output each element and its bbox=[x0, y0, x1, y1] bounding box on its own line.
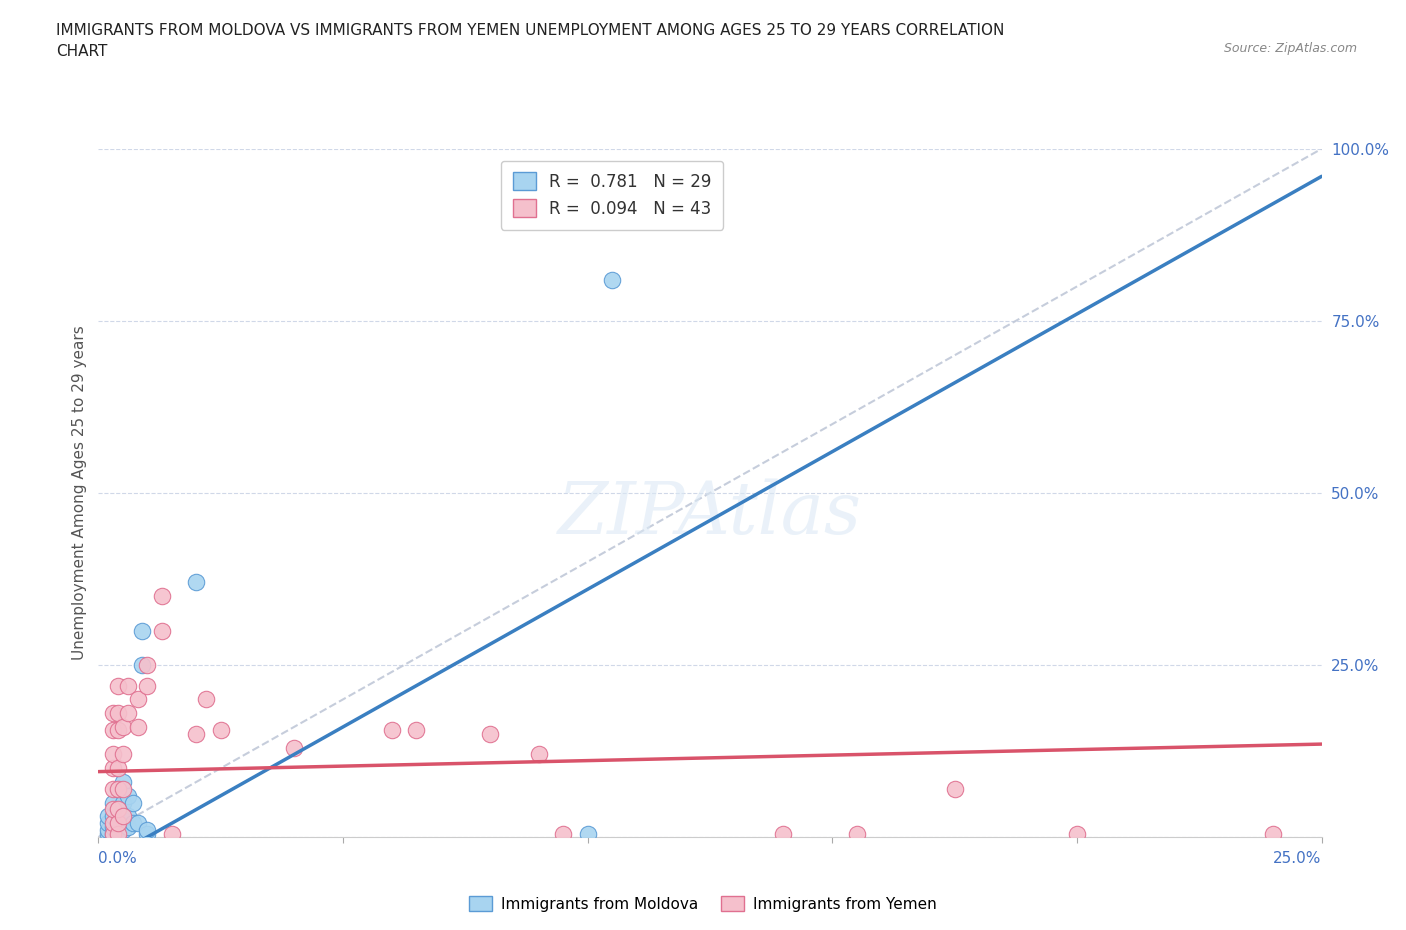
Point bbox=[107, 826, 129, 841]
Point bbox=[107, 678, 129, 693]
Point bbox=[283, 740, 305, 755]
Point bbox=[195, 692, 218, 707]
Point bbox=[131, 623, 153, 638]
Point bbox=[381, 723, 404, 737]
Point bbox=[101, 816, 124, 830]
Point bbox=[107, 823, 129, 838]
Point bbox=[127, 720, 149, 735]
Legend: R =  0.781   N = 29, R =  0.094   N = 43: R = 0.781 N = 29, R = 0.094 N = 43 bbox=[501, 161, 723, 230]
Point bbox=[209, 723, 232, 737]
Point bbox=[111, 720, 134, 735]
Point bbox=[845, 826, 868, 841]
Legend: Immigrants from Moldova, Immigrants from Yemen: Immigrants from Moldova, Immigrants from… bbox=[463, 889, 943, 918]
Point bbox=[553, 826, 575, 841]
Point bbox=[107, 781, 129, 796]
Point bbox=[478, 726, 501, 741]
Point bbox=[576, 826, 599, 841]
Point bbox=[136, 658, 159, 672]
Point bbox=[600, 272, 623, 287]
Point bbox=[107, 723, 129, 737]
Point bbox=[117, 809, 139, 824]
Point bbox=[186, 726, 208, 741]
Point bbox=[136, 678, 159, 693]
Y-axis label: Unemployment Among Ages 25 to 29 years: Unemployment Among Ages 25 to 29 years bbox=[72, 326, 87, 660]
Point bbox=[1261, 826, 1284, 841]
Point bbox=[101, 826, 124, 841]
Point bbox=[111, 795, 134, 810]
Point bbox=[405, 723, 427, 737]
Point bbox=[101, 747, 124, 762]
Point bbox=[97, 816, 120, 830]
Point bbox=[527, 747, 550, 762]
Point bbox=[150, 589, 173, 604]
Point bbox=[111, 781, 134, 796]
Point bbox=[127, 816, 149, 830]
Point bbox=[107, 802, 129, 817]
Point bbox=[97, 826, 120, 841]
Point bbox=[121, 795, 143, 810]
Point bbox=[101, 809, 124, 824]
Point bbox=[121, 816, 143, 830]
Point bbox=[101, 723, 124, 737]
Point bbox=[101, 802, 124, 817]
Point bbox=[131, 658, 153, 672]
Point bbox=[117, 789, 139, 804]
Point bbox=[101, 819, 124, 834]
Point bbox=[111, 823, 134, 838]
Point bbox=[107, 781, 129, 796]
Point bbox=[101, 706, 124, 721]
Point bbox=[107, 761, 129, 776]
Point bbox=[107, 816, 129, 830]
Point bbox=[1066, 826, 1088, 841]
Text: IMMIGRANTS FROM MOLDOVA VS IMMIGRANTS FROM YEMEN UNEMPLOYMENT AMONG AGES 25 TO 2: IMMIGRANTS FROM MOLDOVA VS IMMIGRANTS FR… bbox=[56, 23, 1005, 60]
Point bbox=[111, 775, 134, 790]
Point bbox=[107, 816, 129, 830]
Point bbox=[136, 826, 159, 841]
Point bbox=[111, 813, 134, 828]
Text: Source: ZipAtlas.com: Source: ZipAtlas.com bbox=[1223, 42, 1357, 55]
Point bbox=[101, 781, 124, 796]
Point bbox=[107, 706, 129, 721]
Point bbox=[150, 623, 173, 638]
Point bbox=[136, 823, 159, 838]
Text: 25.0%: 25.0% bbox=[1274, 851, 1322, 866]
Point bbox=[97, 823, 120, 838]
Point bbox=[117, 819, 139, 834]
Point bbox=[117, 706, 139, 721]
Text: ZIPAtlas: ZIPAtlas bbox=[558, 478, 862, 549]
Point bbox=[107, 802, 129, 817]
Point bbox=[943, 781, 966, 796]
Point bbox=[101, 795, 124, 810]
Point bbox=[101, 826, 124, 841]
Point bbox=[111, 747, 134, 762]
Point bbox=[111, 809, 134, 824]
Point bbox=[117, 678, 139, 693]
Point bbox=[186, 575, 208, 590]
Point bbox=[772, 826, 794, 841]
Point bbox=[127, 692, 149, 707]
Point bbox=[101, 761, 124, 776]
Text: 0.0%: 0.0% bbox=[98, 851, 138, 866]
Point bbox=[160, 826, 183, 841]
Point bbox=[97, 809, 120, 824]
